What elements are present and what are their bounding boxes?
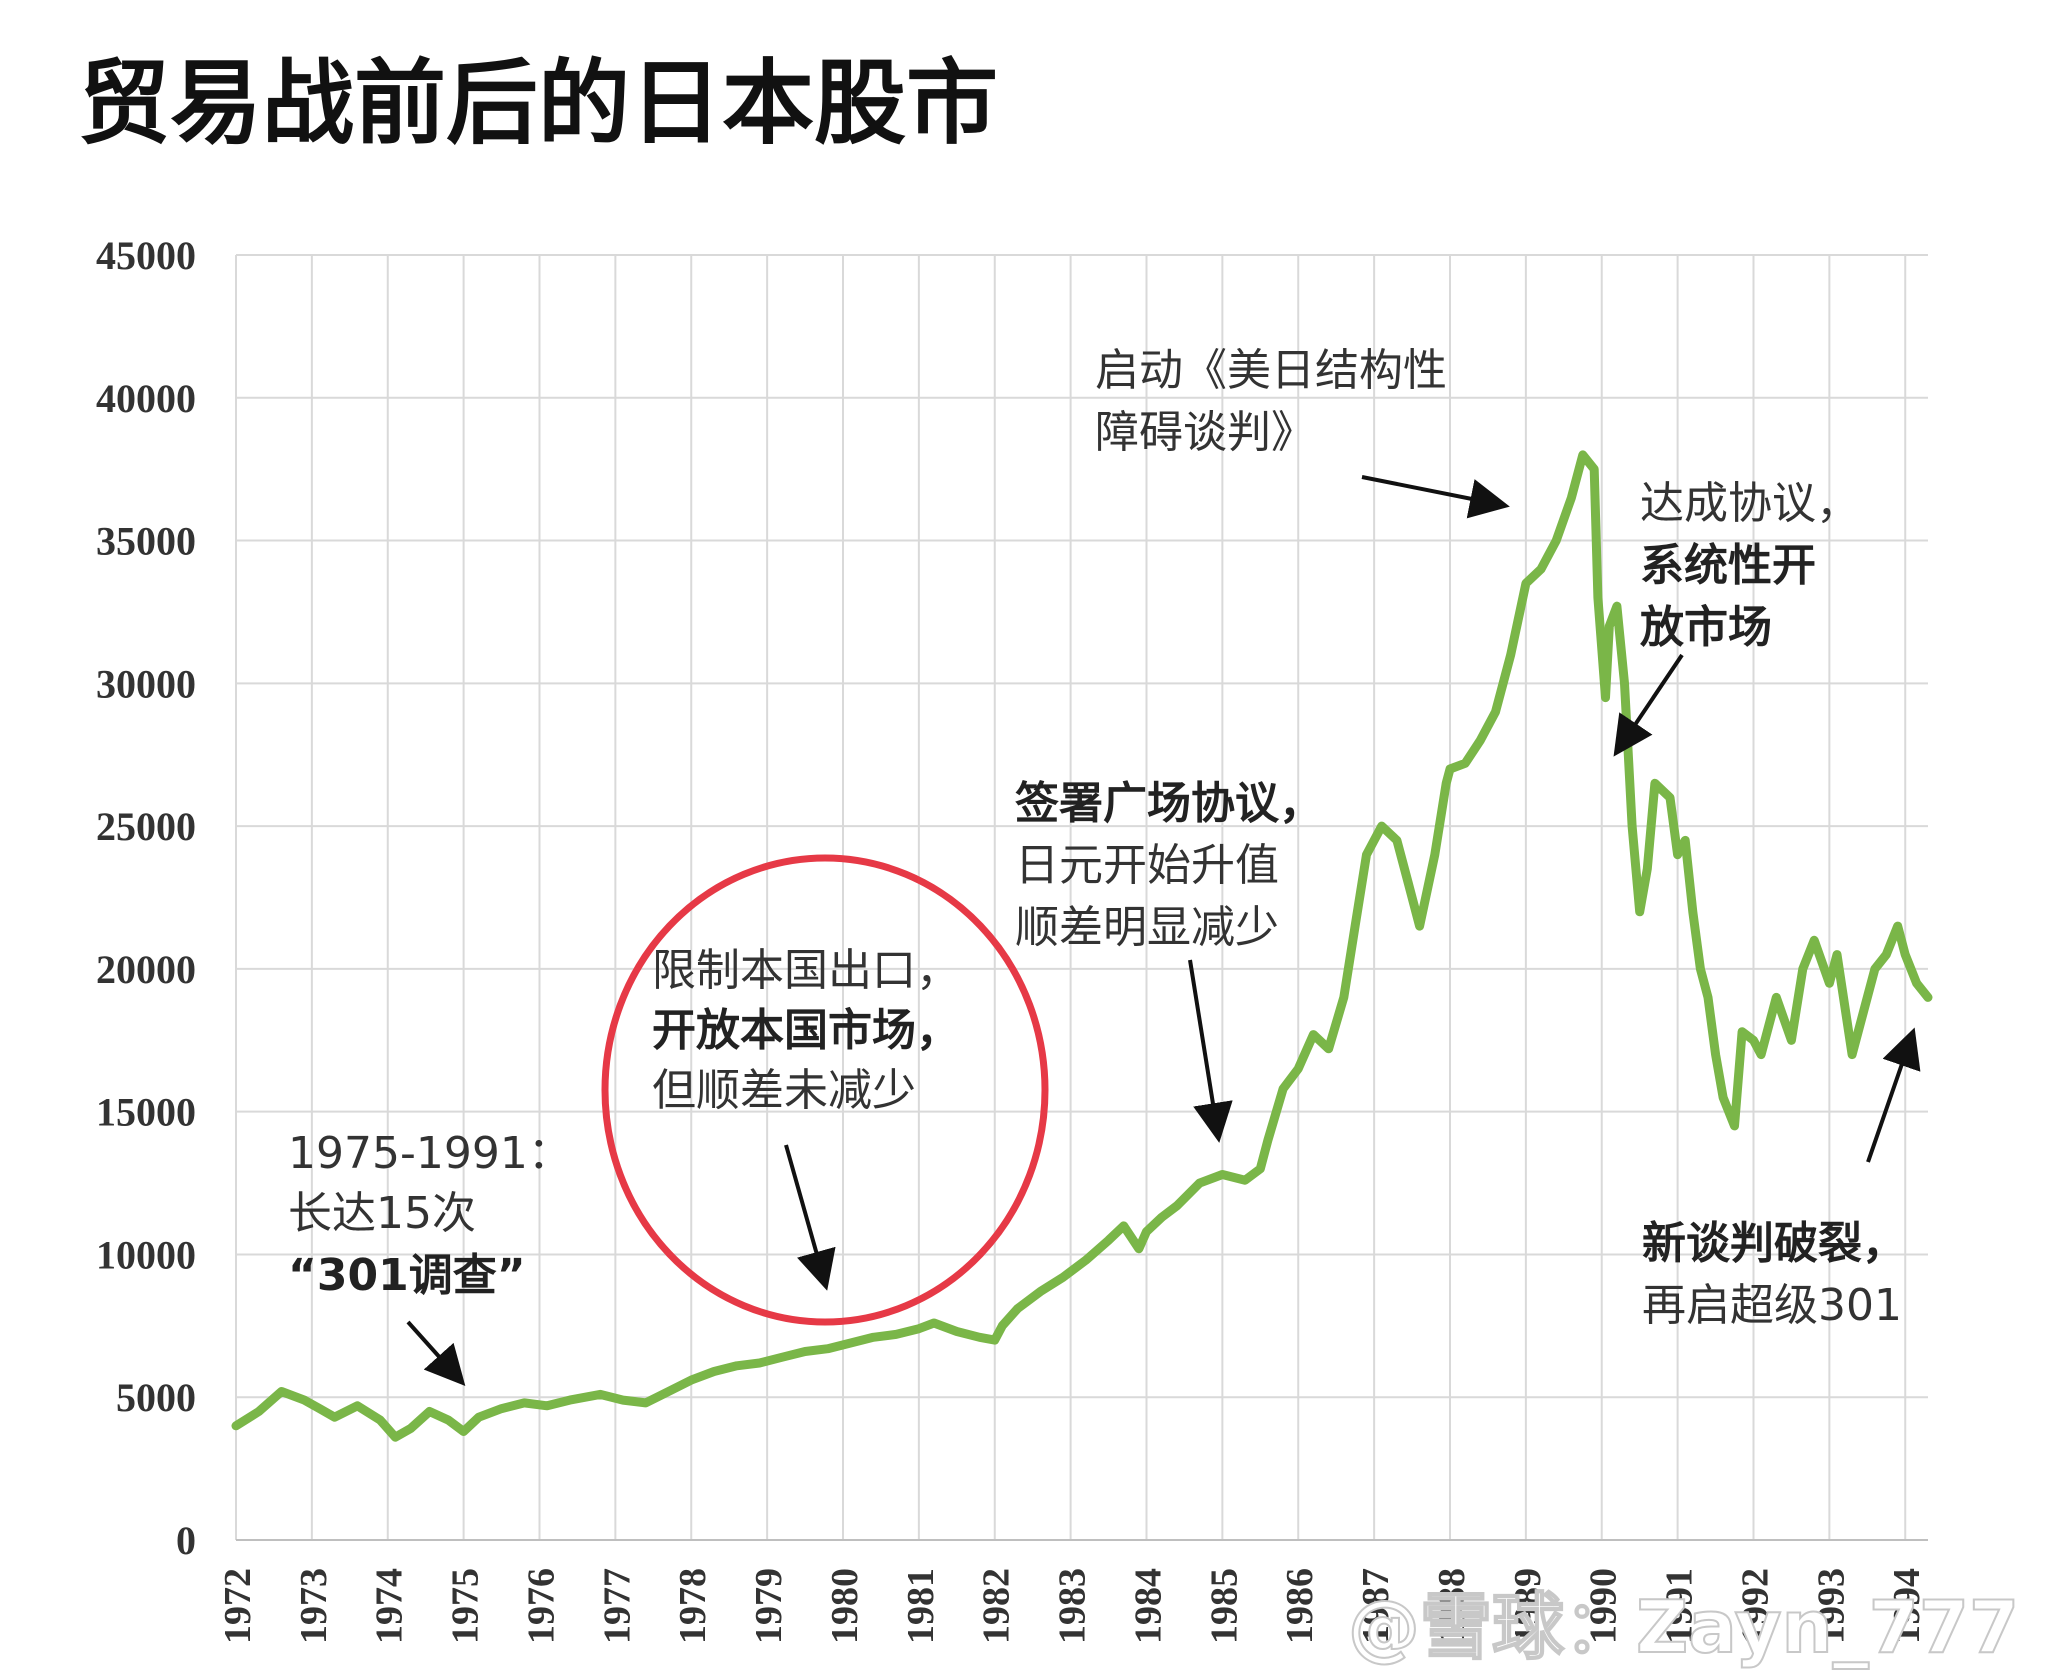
annotation-line: 启动《美日结构性 [1095,345,1447,396]
x-tick-label: 1988 [1431,1568,1473,1644]
y-tick-label: 0 [176,1518,196,1563]
x-tick-label: 1981 [900,1568,942,1644]
arrow-sii [1361,475,1510,519]
y-tick-label: 30000 [96,661,196,706]
annotation-agreement: 达成协议， 系统性开 放市场 [1640,478,1860,653]
y-tick-label: 45000 [96,233,196,278]
x-tick-label: 1984 [1127,1568,1169,1644]
x-tick-label: 1985 [1203,1568,1245,1644]
y-tick-label: 35000 [96,519,196,564]
annotation-line: 系统性开 [1640,540,1816,591]
annotation-line: 开放本国市场， [652,1005,960,1056]
x-tick-label: 1974 [369,1568,411,1644]
x-tick-label: 1994 [1886,1568,1928,1644]
x-tick-label: 1991 [1659,1568,1701,1644]
y-tick-label: 40000 [96,376,196,421]
y-tick-label: 10000 [96,1232,196,1277]
y-tick-label: 20000 [96,947,196,992]
x-tick-label: 1972 [217,1568,259,1644]
x-tick-label: 1989 [1507,1568,1549,1644]
x-tick-label: 1987 [1355,1568,1397,1644]
y-tick-label: 15000 [96,1090,196,1135]
x-tick-label: 1977 [596,1568,638,1644]
x-tick-label: 1975 [445,1568,487,1644]
chart-title: 贸易战前后的日本股市 [78,49,998,157]
annotation-plaza: 签署广场协议， 日元开始升值 顺差明显减少 [1015,778,1323,953]
x-axis: 1972 1973 1974 1975 1976 1977 1978 1979 1980 1981… [217,1568,1928,1644]
arrow-super301 [1866,1027,1921,1163]
series-line [231,450,1933,1442]
annotation-line: 1975-1991： [288,1128,572,1179]
x-tick-label: 1993 [1810,1568,1852,1644]
x-tick-label: 1980 [824,1568,866,1644]
x-tick-label: 1983 [1052,1568,1094,1644]
x-tick-label: 1982 [976,1568,1018,1644]
annotation-line: 签署广场协议， [1015,778,1323,829]
arrow-export [784,1144,836,1291]
x-tick-label: 1979 [748,1568,790,1644]
x-tick-label: 1978 [672,1568,714,1644]
annotation-line: 达成协议， [1640,478,1860,529]
annotation-line: 长达15次 [288,1188,476,1239]
arrow-301 [406,1320,466,1386]
y-tick-label: 25000 [96,804,196,849]
watermark: @雪球：Zayn_777 [1348,1585,2019,1669]
annotation-arrows [406,475,1921,1386]
annotation-line: 放市场 [1640,602,1772,653]
x-tick-label: 1986 [1279,1568,1321,1644]
x-tick-label: 1973 [293,1568,335,1644]
annotation-line: 日元开始升值 [1015,840,1279,891]
arrow-plaza [1188,959,1233,1143]
y-axis: 0 5000 10000 15000 20000 25000 30000 35000 40000… [96,233,196,1563]
series [231,450,1933,1442]
y-tick-label: 5000 [116,1375,196,1420]
annotation-line: 障碍谈判》 [1095,407,1315,458]
annotation-line: 限制本国出口， [652,945,960,996]
x-tick-label: 1976 [520,1568,562,1644]
annotation-super301: 新谈判破裂， 再启超级301 [1642,1218,1906,1331]
arrow-agreement [1613,653,1684,757]
x-tick-label: 1992 [1734,1568,1776,1644]
highlight-circle [601,854,1049,1326]
annotation-301: 1975-1991： 长达15次 “301调查” [288,1128,572,1301]
annotation-export: 限制本国出口， 开放本国市场， 但顺差未减少 [652,945,960,1116]
annotation-line: 再启超级301 [1642,1280,1902,1331]
x-tick-label: 1990 [1583,1568,1625,1644]
annotation-line: 顺差明显减少 [1015,902,1279,953]
annotation-line: 但顺差未减少 [652,1065,916,1116]
grid [235,254,1928,1541]
annotation-sii: 启动《美日结构性 障碍谈判》 [1095,345,1447,458]
annotation-line: “301调查” [288,1250,526,1301]
annotation-line: 新谈判破裂， [1642,1218,1906,1269]
